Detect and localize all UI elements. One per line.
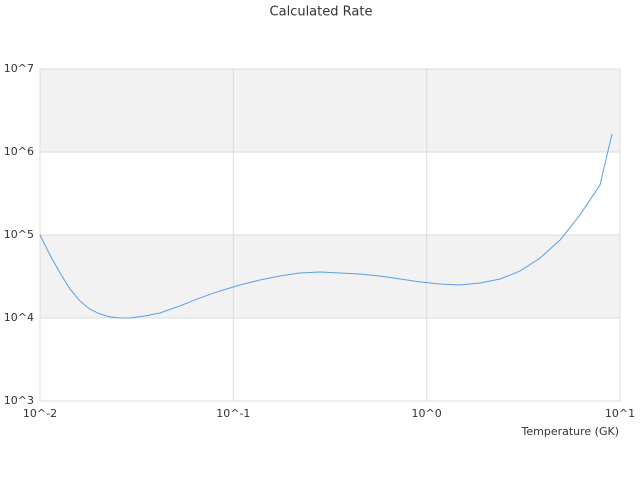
x-axis-label: Temperature (GK): [521, 425, 620, 438]
y-tick-label: 10^4: [4, 311, 34, 324]
y-tick-label: 10^3: [4, 394, 34, 407]
y-tick-label: 10^7: [4, 62, 34, 75]
y-tick-label: 10^5: [4, 228, 34, 241]
chart-title: Calculated Rate: [270, 5, 373, 20]
x-tick-label: 10^0: [412, 407, 442, 420]
x-tick-label: 10^-1: [216, 407, 250, 420]
x-tick-label: 10^1: [605, 407, 635, 420]
grid-band: [40, 69, 620, 152]
x-tick-label: 10^-2: [23, 407, 57, 420]
data-line: [39, 133, 613, 319]
grid-band: [40, 235, 620, 318]
y-tick-label: 10^6: [4, 145, 34, 158]
